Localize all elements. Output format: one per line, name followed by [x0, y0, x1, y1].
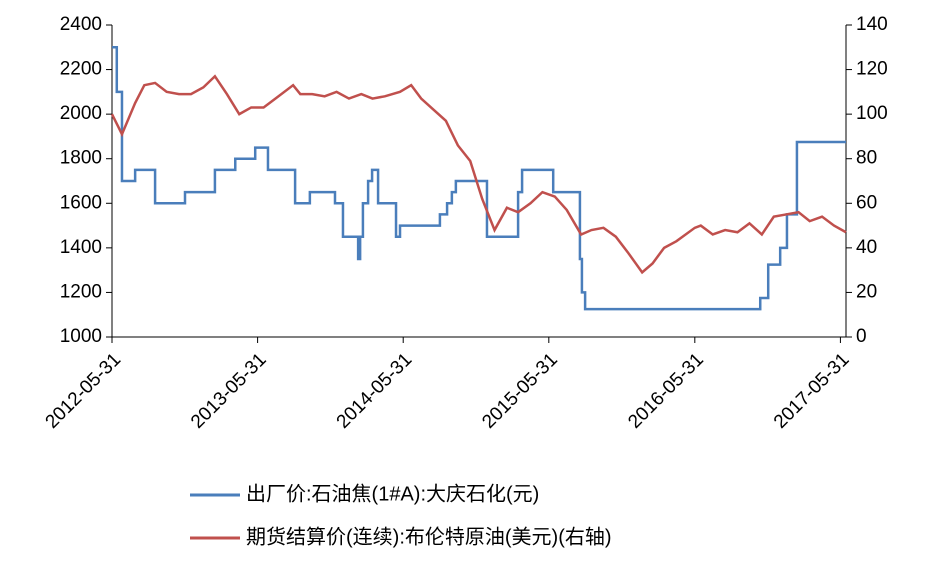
y-tick-label: 1000	[60, 326, 102, 347]
x-tick-label: 2017-05-31	[770, 349, 854, 433]
y2-tick-label: 140	[856, 14, 888, 35]
y2-tick-label: 20	[856, 281, 877, 302]
y-tick-label: 2400	[60, 14, 102, 35]
x-tick-label: 2014-05-31	[333, 349, 417, 433]
x-tick-label: 2013-05-31	[187, 349, 271, 433]
y2-tick-label: 40	[856, 237, 877, 258]
y-tick-label: 2200	[60, 59, 102, 80]
x-tick-label: 2015-05-31	[478, 349, 562, 433]
y2-tick-label: 80	[856, 148, 877, 169]
x-tick-label: 2012-05-31	[41, 349, 125, 433]
y2-tick-label: 100	[856, 103, 888, 124]
y-tick-label: 1200	[60, 281, 102, 302]
y2-tick-label: 0	[856, 326, 867, 347]
y-tick-label: 1400	[60, 237, 102, 258]
legend-label: 出厂价:石油焦(1#A):大庆石化(元)	[246, 482, 539, 505]
y-tick-label: 2000	[60, 103, 102, 124]
y-tick-label: 1800	[60, 148, 102, 169]
series-line	[110, 74, 847, 275]
y2-tick-label: 120	[856, 59, 888, 80]
y-tick-label: 1600	[60, 192, 102, 213]
x-tick-label: 2016-05-31	[624, 349, 708, 433]
series-line	[112, 46, 846, 311]
y2-tick-label: 60	[856, 192, 877, 213]
legend-label: 期货结算价(连续):布伦特原油(美元)(右轴)	[246, 525, 612, 548]
